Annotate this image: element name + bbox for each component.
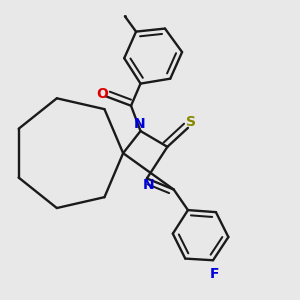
- Text: N: N: [134, 117, 145, 131]
- Text: N: N: [143, 178, 154, 192]
- Text: S: S: [186, 115, 196, 129]
- Text: F: F: [210, 267, 219, 281]
- Text: O: O: [97, 87, 109, 101]
